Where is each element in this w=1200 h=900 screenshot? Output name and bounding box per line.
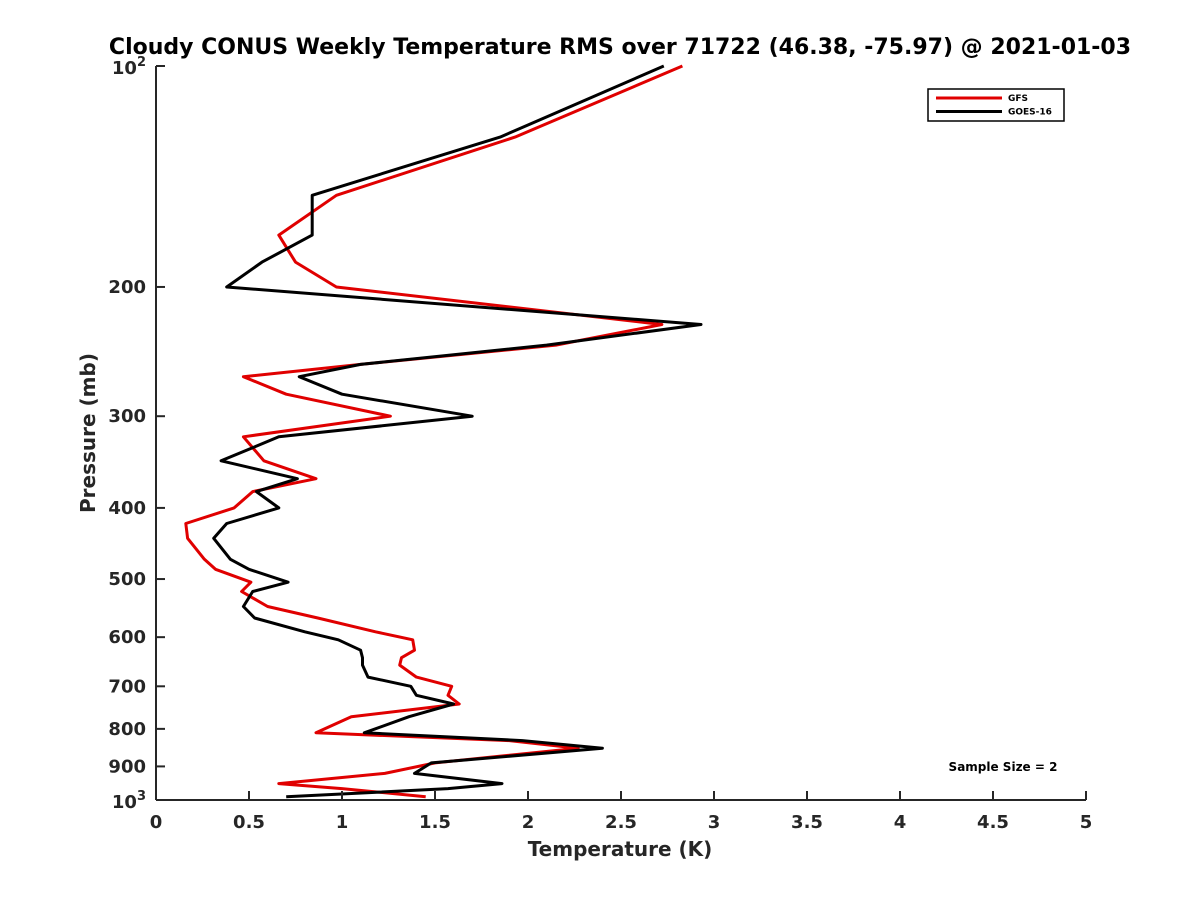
- y-tick-label: 300: [108, 406, 146, 427]
- x-tick-label: 3.5: [791, 812, 823, 833]
- y-tick-label-top: 102: [112, 55, 146, 79]
- x-tick-label: 4: [894, 812, 907, 833]
- y-axis-label: Pressure (mb): [76, 353, 100, 513]
- series-line-gfs: [184, 64, 683, 799]
- legend-label: GFS: [1008, 94, 1028, 104]
- legend-box: [927, 88, 1065, 122]
- y-tick-label: 700: [108, 676, 146, 697]
- sample-size-annotation: Sample Size = 2: [949, 760, 1058, 774]
- y-tick-label: 900: [108, 756, 146, 777]
- y-tick-label: 400: [108, 498, 146, 519]
- x-tick-label: 2: [522, 812, 535, 833]
- x-tick-label: 2.5: [605, 812, 637, 833]
- y-tick-label: 600: [108, 627, 146, 648]
- series-line-goes-16: [212, 64, 703, 799]
- x-tick-label: 0.5: [233, 812, 265, 833]
- x-tick-label: 0: [150, 812, 163, 833]
- x-tick-label: 5: [1080, 812, 1093, 833]
- legend: GFS GOES-16: [927, 88, 1065, 122]
- x-tick-label: 1: [336, 812, 349, 833]
- axes: 0 0.5 1 1.5 2 2.5 3 3.5 4 4.5 5 200 300 400 500 600 700 8…: [108, 55, 1092, 833]
- y-tick-label: 200: [108, 277, 146, 298]
- x-tick-label: 3: [708, 812, 721, 833]
- x-tick-label: 1.5: [419, 812, 451, 833]
- plot-area: [184, 64, 703, 799]
- y-tick-label: 800: [108, 719, 146, 740]
- y-tick-label-bottom: 103: [112, 789, 146, 813]
- x-axis-label: Temperature (K): [528, 837, 713, 861]
- legend-label: GOES-16: [1008, 108, 1052, 118]
- y-tick-label: 500: [108, 569, 146, 590]
- chart-title: Cloudy CONUS Weekly Temperature RMS over…: [109, 35, 1131, 60]
- x-tick-label: 4.5: [977, 812, 1009, 833]
